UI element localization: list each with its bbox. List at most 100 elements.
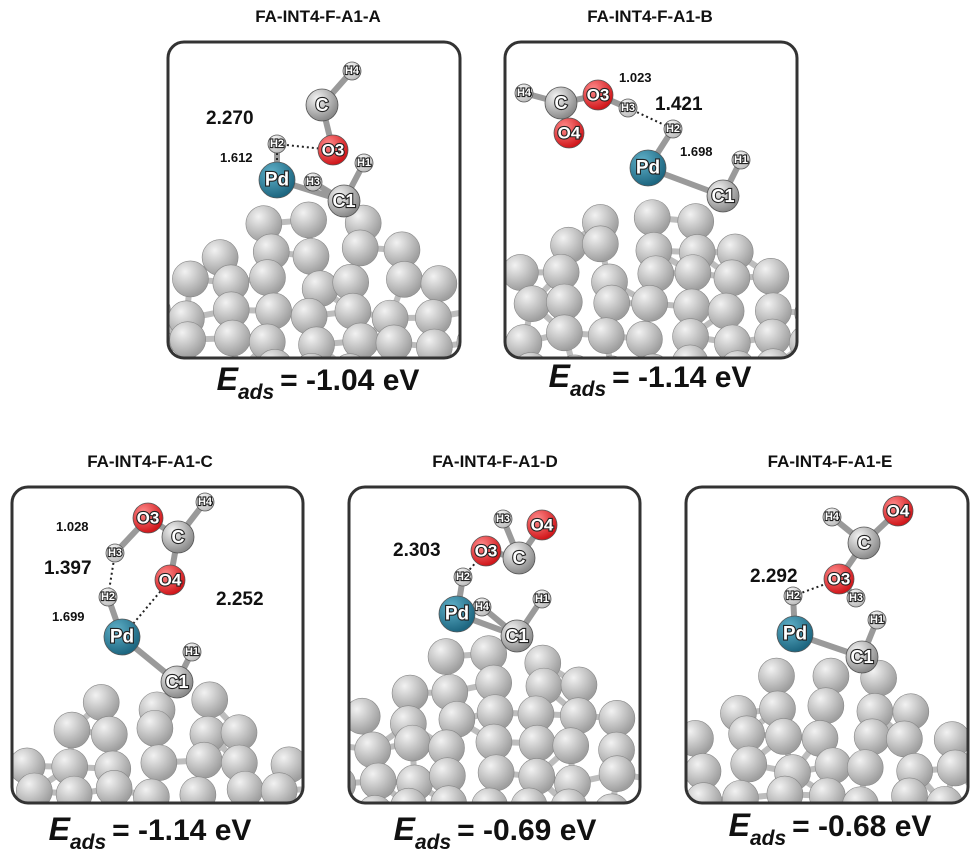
cage-atom <box>0 800 19 836</box>
panel-title: FA-INT4-F-A1-A <box>255 7 381 26</box>
cage-atom <box>795 295 831 331</box>
cage-atom <box>294 835 330 865</box>
panel-title: FA-INT4-F-A1-C <box>87 452 213 471</box>
atom-label: C <box>555 93 568 113</box>
cage-atom <box>293 238 329 274</box>
distance-label: 2.252 <box>216 589 264 610</box>
distance-label: 2.303 <box>393 540 441 561</box>
cage-atom <box>753 258 789 294</box>
atom-label: C <box>172 527 185 547</box>
cage-atom <box>256 293 292 329</box>
energy-value: = -1.14 eV <box>612 361 751 394</box>
distance-label: 2.292 <box>750 566 798 587</box>
cage-bond <box>334 784 337 808</box>
cage-atom <box>797 353 833 389</box>
cage-bond <box>0 818 1 850</box>
cage-atom <box>344 839 380 865</box>
energy-symbol: E <box>49 811 72 847</box>
atom-label: Pd <box>636 158 660 179</box>
energy-label: Eads= -0.69 eV <box>394 811 597 854</box>
cage-atom <box>878 353 914 389</box>
cage-bond <box>249 805 288 806</box>
panel-title: FA-INT4-F-A1-D <box>432 452 558 471</box>
cage-atom <box>460 292 496 328</box>
cage-bond <box>283 821 313 823</box>
cage-atom <box>182 359 218 395</box>
cage-bond <box>331 745 337 784</box>
atom-label: H4 <box>517 87 532 99</box>
cage-bond <box>851 367 896 370</box>
structure: H4CO3O4H3H2PdH1C1 <box>399 80 915 392</box>
cage-atom <box>291 202 327 238</box>
cage-atom <box>59 351 95 387</box>
cage-atom <box>416 329 452 365</box>
cage-bond <box>283 823 312 853</box>
cage-atom <box>386 261 422 297</box>
cage-atom <box>134 292 170 328</box>
cage-atom <box>376 325 412 361</box>
cage-atom <box>186 742 222 778</box>
cage-atom <box>478 755 514 791</box>
cage-bond <box>496 367 531 370</box>
atom-label: C1 <box>850 647 873 667</box>
cage-atom <box>141 361 177 397</box>
cage-atom <box>360 763 396 799</box>
distance-label: 1.612 <box>220 150 253 165</box>
cage-atom <box>249 260 285 296</box>
atom-label: H3 <box>108 547 122 559</box>
cage-atom <box>54 712 90 748</box>
cage-atom <box>0 832 13 865</box>
cage-bond <box>467 342 475 371</box>
figure: FA-INT4-F-A1-AH4CO3H2H1PdH3C12.2701.612E… <box>0 0 971 865</box>
cage-atom <box>519 725 555 761</box>
cage-atom <box>599 700 635 736</box>
cage-bond <box>235 852 278 855</box>
distance-label: 1.028 <box>56 519 89 534</box>
energy-subscript: ads <box>238 381 274 404</box>
cage-atom <box>809 778 845 814</box>
atom-label: H2 <box>666 123 680 135</box>
energy-value: = -1.04 eV <box>280 364 419 397</box>
atom-label: H4 <box>345 65 360 77</box>
energy-subscript: ads <box>70 831 106 854</box>
panel-title: FA-INT4-F-A1-B <box>587 7 713 26</box>
cage-bond <box>612 808 654 812</box>
cage-atom <box>468 318 504 354</box>
energy-symbol: E <box>729 807 752 843</box>
cage-atom <box>91 716 127 752</box>
atom-label: O3 <box>828 570 851 589</box>
cage-atom <box>731 746 767 782</box>
atom-label: C1 <box>505 626 528 646</box>
cage-atom <box>170 322 206 358</box>
cage-bond <box>77 342 113 369</box>
energy-value: = -1.14 eV <box>112 814 251 847</box>
cage-atom <box>83 684 119 720</box>
atom-label: Pd <box>783 624 807 645</box>
atom-label: C1 <box>165 672 188 692</box>
cage-atom <box>594 794 630 830</box>
cage-atom <box>892 778 928 814</box>
cage-atom <box>626 321 662 357</box>
energy-subscript: ads <box>415 831 451 854</box>
distance-label: 1.397 <box>44 558 92 579</box>
atom-label: O4 <box>159 571 182 590</box>
atom-label: O4 <box>558 124 581 143</box>
cage-atom <box>691 805 727 841</box>
cage-atom <box>421 266 457 302</box>
cage-atom <box>546 315 582 351</box>
cage-bond <box>773 367 814 372</box>
cage-atom <box>342 230 378 266</box>
cage-bond <box>431 371 467 378</box>
cage-atom <box>678 204 714 240</box>
cage-bond <box>237 367 274 374</box>
cage-bond <box>569 807 612 812</box>
cage-bond <box>945 804 971 829</box>
cage-bond <box>851 338 855 367</box>
cage-bond <box>0 790 1 818</box>
cage-atom <box>808 688 844 724</box>
cage-bond <box>659 752 665 780</box>
atom-label: O3 <box>587 86 610 105</box>
cage-atom <box>502 254 538 290</box>
cage-atom <box>599 756 635 792</box>
cage-bond <box>113 342 156 345</box>
